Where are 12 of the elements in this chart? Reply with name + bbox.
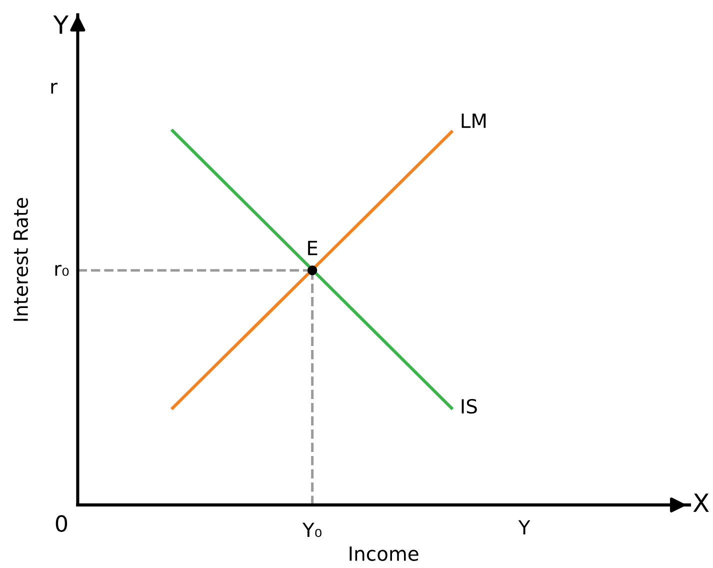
text: X xyxy=(693,494,709,512)
text: Y₀ xyxy=(302,522,322,538)
annotation: E xyxy=(308,240,318,256)
series-label: IS xyxy=(462,398,477,414)
text: Y xyxy=(518,520,530,534)
text: 0 xyxy=(56,515,68,532)
y-axis-title: Interest Rate xyxy=(14,198,28,321)
text: r xyxy=(51,82,58,94)
series-label: LM xyxy=(462,114,486,128)
text: Y xyxy=(53,16,69,34)
ref-line-label: r₀ xyxy=(55,264,69,276)
x-axis-title: Income xyxy=(350,546,418,561)
